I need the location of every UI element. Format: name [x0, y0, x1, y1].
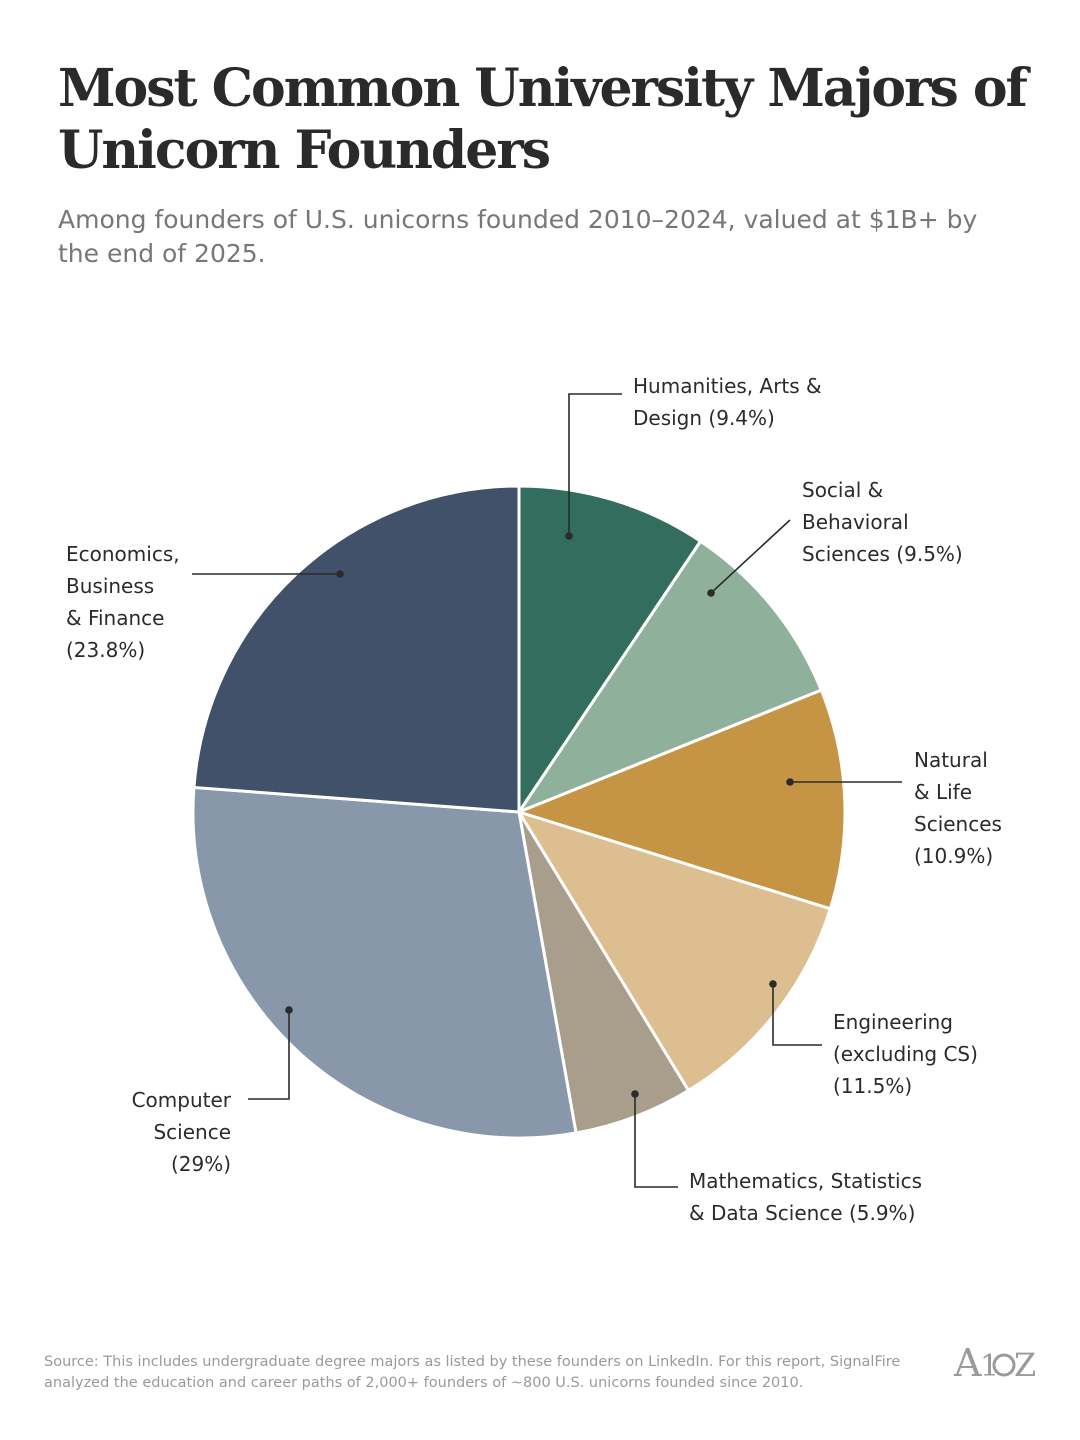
slice-label-line: Behavioral: [802, 510, 909, 534]
slice-label-line: Computer: [132, 1088, 232, 1112]
slice-label-social-behavioral-sciences: Social & Behavioral Sciences (9.5%): [802, 478, 963, 566]
slice-label-line: Mathematics, Statistics: [689, 1169, 922, 1193]
leader-line-computer-science: [248, 1010, 290, 1100]
svg-text:Z: Z: [1014, 1346, 1036, 1384]
leader-line-social-behavioral-sciences: [710, 519, 791, 594]
leader-lines: [192, 393, 902, 1188]
slice-label-line: Economics,: [66, 542, 180, 566]
slice-label-line: Science: [153, 1120, 231, 1144]
leader-dot-economics-business-finance: [336, 570, 344, 578]
slice-label-line: Sciences (9.5%): [802, 542, 963, 566]
leader-line-mathematics-statistics-data-science: [634, 1094, 678, 1188]
leader-line-engineering-excluding-cs: [772, 984, 822, 1046]
leader-dot-social-behavioral-sciences: [707, 589, 715, 597]
leader-dot-computer-science: [285, 1006, 293, 1014]
slice-label-line: Engineering: [833, 1010, 953, 1034]
leader-line-humanities-arts-design: [568, 393, 622, 536]
pie-slice-humanities-arts-design: [517, 484, 703, 814]
slice-label-economics-business-finance: Economics, Business & Finance (23.8%): [66, 542, 180, 662]
slice-label-computer-science: Computer Science (29%): [132, 1088, 232, 1176]
pie-slice-engineering-excluding-cs: [517, 810, 832, 1092]
chart-title: Most Common University Majors of Unicorn…: [58, 58, 1028, 181]
slice-label-line: & Finance: [66, 606, 164, 630]
chart-subtitle: Among founders of U.S. unicorns founded …: [58, 205, 978, 268]
slice-label-line: (29%): [171, 1152, 231, 1176]
slice-label-line: (10.9%): [914, 844, 993, 868]
slice-label-mathematics-statistics-data-science: Mathematics, Statistics & Data Science (5…: [689, 1169, 922, 1225]
leader-dot-humanities-arts-design: [565, 532, 573, 540]
slice-label-line: & Life: [914, 780, 972, 804]
slice-label-line: (11.5%): [833, 1074, 912, 1098]
pie-slice-computer-science: [191, 785, 578, 1140]
slice-label-humanities-arts-design: Humanities, Arts & Design (9.4%): [633, 374, 822, 430]
slice-labels: Humanities, Arts & Design (9.4%) Social & B…: [66, 374, 1002, 1225]
slice-label-line: Natural: [914, 748, 988, 772]
leader-dot-natural-life-sciences: [786, 778, 794, 786]
pie-slice-economics-business-finance: [192, 484, 521, 814]
slice-label-line: Business: [66, 574, 154, 598]
slice-label-line: (23.8%): [66, 638, 145, 662]
svg-text:1: 1: [980, 1349, 999, 1384]
slice-label-line: Humanities, Arts &: [633, 374, 822, 398]
pie-slice-natural-life-sciences: [517, 688, 847, 911]
svg-text:A: A: [953, 1341, 982, 1385]
pie-slices: [191, 484, 847, 1140]
a16z-logo: A 1 Z: [953, 1341, 1036, 1385]
leader-dot-mathematics-statistics-data-science: [631, 1090, 639, 1098]
source-note: Source: This includes undergraduate degr…: [44, 1354, 901, 1391]
slice-label-line: Design (9.4%): [633, 406, 775, 430]
slice-label-line: & Data Science (5.9%): [689, 1201, 915, 1225]
pie-slice-social-behavioral-sciences: [517, 539, 823, 814]
slice-label-engineering-excluding-cs: Engineering (excluding CS) (11.5%): [833, 1010, 978, 1098]
slice-label-natural-life-sciences: Natural & Life Sciences (10.9%): [914, 748, 1002, 868]
slice-label-line: (excluding CS): [833, 1042, 978, 1066]
leader-dot-engineering-excluding-cs: [769, 980, 777, 988]
slice-label-line: Sciences: [914, 812, 1002, 836]
slice-label-line: Social &: [802, 478, 883, 502]
